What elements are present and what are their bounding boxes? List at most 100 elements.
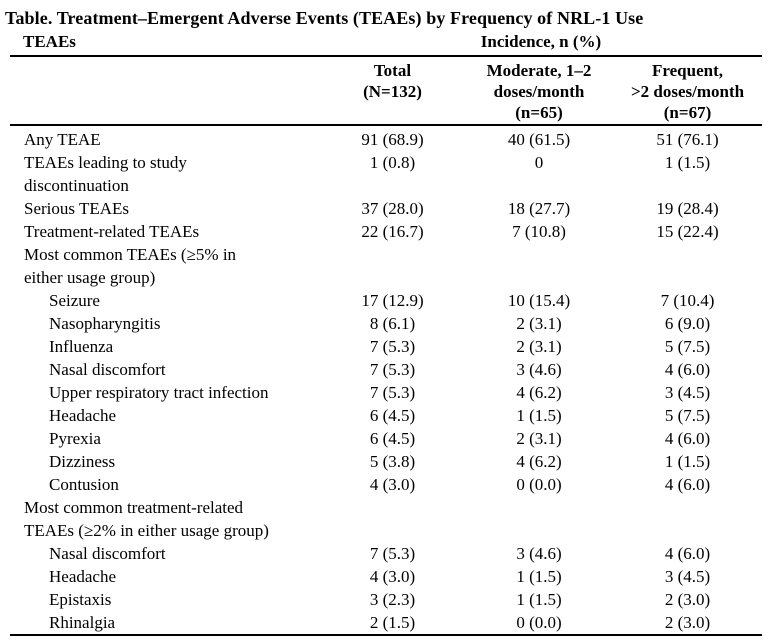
row-value: 1 (1.5) [516, 406, 562, 425]
row-value: 1 (1.5) [664, 452, 711, 471]
row-label: Influenza [49, 337, 114, 356]
row-value: 7 (10.8) [512, 222, 566, 241]
section-label: Most common TEAEs (≥5% in either usage g… [24, 245, 237, 287]
row-label: Nasal discomfort [49, 544, 166, 563]
row-value: 0 (0.0) [516, 475, 562, 494]
row-label: Seizure [49, 291, 100, 310]
row-value: 0 [534, 153, 544, 172]
table-row: Any TEAE 91 (68.9) 40 (61.5) 51 (76.1) [10, 125, 762, 151]
row-value: 7 (5.3) [369, 383, 416, 402]
row-value: 2 (3.0) [664, 590, 711, 609]
row-value: 1 (1.5) [664, 153, 711, 172]
table-row: Serious TEAEs 37 (28.0) 18 (27.7) 19 (28.4) [10, 197, 762, 220]
column-header-frequent: Frequent, >2 doses/month (n=67) [613, 56, 762, 126]
stub-header-empty-cell [10, 56, 320, 126]
row-value: 4 (6.0) [664, 544, 711, 563]
row-value: 10 (15.4) [507, 291, 571, 310]
row-value: 7 (5.3) [369, 544, 416, 563]
row-value-empty [320, 496, 465, 542]
row-value: 22 (16.7) [361, 222, 424, 241]
row-value: 7 (5.3) [369, 337, 416, 356]
teae-table: TEAEs Incidence, n (%) Total (N=132) Mod… [10, 30, 762, 636]
section-label: Most common treatment-related TEAEs (≥2%… [24, 498, 269, 540]
row-label: Headache [49, 567, 117, 586]
column-header-total: Total (N=132) [320, 56, 465, 126]
stub-column-header: TEAEs [10, 30, 320, 57]
table-body: Any TEAE 91 (68.9) 40 (61.5) 51 (76.1) TEAEs… [10, 125, 762, 635]
row-value-empty [320, 243, 465, 289]
table-row: Rhinalgia 2 (1.5) 0 (0.0) 2 (3.0) [10, 611, 762, 635]
row-value: 15 (22.4) [656, 222, 719, 241]
row-label: Headache [49, 406, 117, 425]
row-value-empty [465, 496, 613, 542]
row-value: 18 (27.7) [507, 199, 571, 218]
row-value: 4 (3.0) [369, 567, 416, 586]
row-label: Treatment-related TEAEs [24, 222, 200, 241]
row-value: 91 (68.9) [361, 130, 424, 149]
table-row: Nasal discomfort 7 (5.3) 3 (4.6) 4 (6.0) [10, 542, 762, 565]
row-label: Nasopharyngitis [49, 314, 161, 333]
row-label: Epistaxis [49, 590, 112, 609]
row-value: 0 (0.0) [516, 613, 562, 632]
table-row: Pyrexia 6 (4.5) 2 (3.1) 4 (6.0) [10, 427, 762, 450]
row-value-empty [613, 496, 762, 542]
row-label: Serious TEAEs [24, 199, 129, 218]
row-label: Pyrexia [49, 429, 101, 448]
row-value-empty [465, 243, 613, 289]
row-value: 4 (6.0) [664, 360, 711, 379]
row-value: 4 (6.0) [664, 475, 711, 494]
row-value: 5 (3.8) [369, 452, 416, 471]
row-value: 1 (1.5) [516, 590, 562, 609]
row-value: 6 (4.5) [369, 429, 416, 448]
table-row: Treatment-related TEAEs 22 (16.7) 7 (10.8)… [10, 220, 762, 243]
row-label: Dizziness [49, 452, 116, 471]
row-value: 3 (4.5) [664, 383, 711, 402]
row-value: 6 (4.5) [369, 406, 416, 425]
table-row: Upper respiratory tract infection 7 (5.3)… [10, 381, 762, 404]
row-value: 40 (61.5) [507, 130, 571, 149]
section-header-row: Most common treatment-related TEAEs (≥2%… [10, 496, 762, 542]
row-value: 2 (3.0) [664, 613, 711, 632]
table-row: Nasal discomfort 7 (5.3) 3 (4.6) 4 (6.0) [10, 358, 762, 381]
table-row: Headache 4 (3.0) 1 (1.5) 3 (4.5) [10, 565, 762, 588]
row-value: 51 (76.1) [656, 130, 719, 149]
section-header-row: Most common TEAEs (≥5% in either usage g… [10, 243, 762, 289]
row-value-empty [613, 243, 762, 289]
table-row: Headache 6 (4.5) 1 (1.5) 5 (7.5) [10, 404, 762, 427]
row-value: 4 (6.0) [664, 429, 711, 448]
row-value: 3 (4.5) [664, 567, 711, 586]
row-label: TEAEs leading to study discontinuation [24, 153, 187, 195]
row-value: 4 (3.0) [369, 475, 416, 494]
row-value: 2 (3.1) [516, 314, 562, 333]
row-value: 4 (6.2) [516, 383, 562, 402]
row-value: 4 (6.2) [516, 452, 562, 471]
table-row: Dizziness 5 (3.8) 4 (6.2) 1 (1.5) [10, 450, 762, 473]
row-value: 3 (2.3) [369, 590, 416, 609]
row-value: 3 (4.6) [516, 360, 562, 379]
table-row: Seizure 17 (12.9) 10 (15.4) 7 (10.4) [10, 289, 762, 312]
row-value: 1 (0.8) [369, 153, 416, 172]
row-value: 2 (1.5) [369, 613, 416, 632]
table-row: Epistaxis 3 (2.3) 1 (1.5) 2 (3.0) [10, 588, 762, 611]
row-label: Upper respiratory tract infection [49, 383, 269, 402]
table-title: Table. Treatment–Emergent Adverse Events… [5, 8, 644, 28]
header-row-spanner: TEAEs Incidence, n (%) [10, 30, 762, 57]
header-row-columns: Total (N=132) Moderate, 1–2 doses/month … [10, 56, 762, 126]
row-value: 37 (28.0) [361, 199, 424, 218]
row-value: 5 (7.5) [664, 337, 711, 356]
table-row: Contusion 4 (3.0) 0 (0.0) 4 (6.0) [10, 473, 762, 496]
row-label: Nasal discomfort [49, 360, 166, 379]
column-header-moderate: Moderate, 1–2 doses/month (n=65) [465, 56, 613, 126]
row-value: 2 (3.1) [516, 337, 562, 356]
row-value: 1 (1.5) [516, 567, 562, 586]
row-value: 19 (28.4) [656, 199, 719, 218]
row-value: 17 (12.9) [361, 291, 424, 310]
incidence-spanner-header: Incidence, n (%) [320, 30, 762, 57]
row-label: Contusion [49, 475, 119, 494]
row-value: 5 (7.5) [664, 406, 711, 425]
row-value: 6 (9.0) [664, 314, 711, 333]
table-row: Nasopharyngitis 8 (6.1) 2 (3.1) 6 (9.0) [10, 312, 762, 335]
row-value: 7 (10.4) [660, 291, 715, 310]
table-row: Influenza 7 (5.3) 2 (3.1) 5 (7.5) [10, 335, 762, 358]
